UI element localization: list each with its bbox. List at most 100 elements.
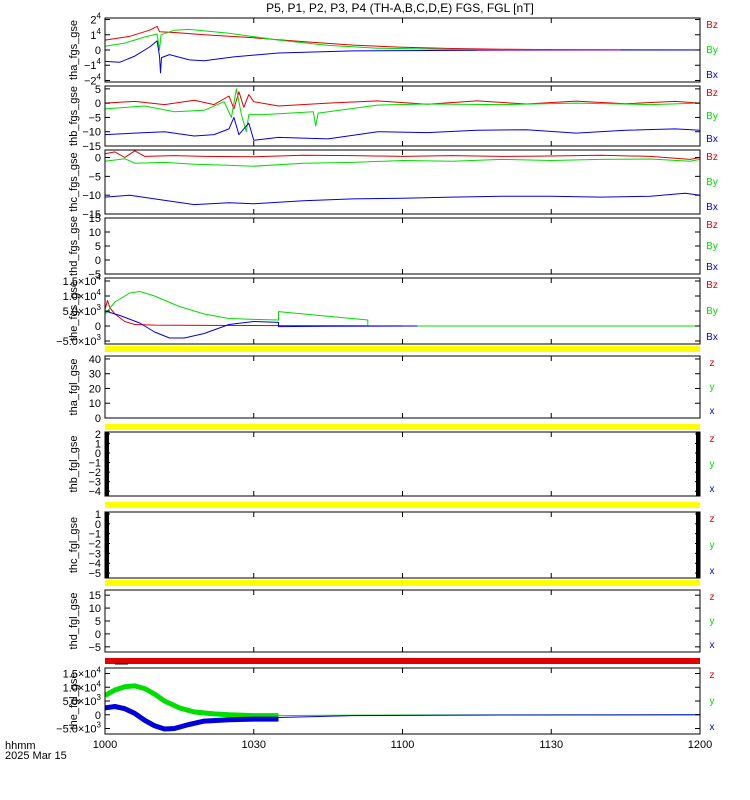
y-tick-label: 0: [95, 255, 101, 267]
y-tick-exponent: 4: [97, 288, 102, 297]
legend-Bx: Bx: [706, 262, 718, 273]
y-tick-label: 40: [89, 354, 101, 366]
panel-series: [105, 683, 700, 732]
y-tick-exponent: 3: [97, 333, 102, 342]
y-tick-label: −5: [88, 568, 101, 580]
panel-series: [105, 150, 700, 206]
x-tick-label: 1200: [688, 739, 712, 751]
legend-x: x: [710, 566, 715, 577]
status-bar: [105, 658, 700, 664]
series-line-Bx: [105, 192, 700, 206]
y-tick-label: 1: [95, 509, 101, 521]
series-line-Bz: [105, 150, 700, 160]
y-tick-exponent: 4: [97, 72, 102, 81]
y-tick-label: −2: [88, 467, 101, 479]
panel-thd_fgs_gse: 15 10 5 0 −5 thd_fgs_gse Bz By Bx: [68, 213, 718, 281]
panel-tha_fgl_gse: 40 30 20 10 0 tha_fgl_gse z y x: [68, 354, 715, 425]
legend-x: x: [710, 722, 715, 733]
y-tick-label: −14: [84, 57, 102, 72]
y-tick-label: −4: [88, 558, 101, 570]
x-tick-label: 1100: [391, 739, 415, 751]
y-tick-label: 0: [95, 413, 101, 425]
y-tick-label: 1.5×104: [63, 666, 102, 681]
panel-thc_fgl_gse: 10−1−2−3−4−5 thc_fgl_gse z y x: [68, 509, 715, 580]
legend-By: By: [706, 241, 718, 252]
series-line-y: [105, 683, 279, 719]
panel-series: [105, 88, 700, 141]
panel-thb_fgl_gse: 210−1−2−3−4 thb_fgl_gse z y x: [68, 429, 715, 498]
edge-block: [696, 512, 700, 578]
series-line-x: [105, 704, 279, 732]
y-tick-label: 0: [95, 45, 101, 57]
legend-Bz: Bz: [706, 220, 718, 231]
panel-frame: [104, 355, 701, 419]
legend-z: z: [710, 434, 715, 445]
legend-Bz: Bz: [706, 20, 718, 31]
y-tick-label: 20: [89, 383, 101, 395]
y-axis-label: thb_fgs_gse: [68, 86, 80, 146]
legend-Bx: Bx: [706, 202, 718, 213]
y-tick-label: −5: [88, 642, 101, 654]
legend-x: x: [710, 640, 715, 651]
status-bar: [105, 424, 700, 430]
y-tick-label: 15: [89, 213, 101, 225]
edge-block: [696, 432, 700, 496]
legend-y: y: [710, 616, 715, 627]
series-line-By: [105, 28, 700, 51]
y-axis-label: tha_fgl_gse: [68, 359, 80, 416]
edge-block: [105, 512, 109, 578]
legend-Bz: Bz: [706, 280, 718, 291]
y-tick-exponent: 3: [97, 303, 102, 312]
y-tick-exponent: 4: [97, 12, 102, 21]
y-tick-label: 2: [95, 429, 101, 441]
panel-frame: [104, 85, 701, 147]
legend-By: By: [706, 177, 718, 188]
footer-date: 2025 Mar 15: [5, 750, 67, 762]
y-tick-label: −1: [88, 458, 101, 470]
footer-label: hhmm: [5, 740, 36, 752]
y-tick-label: −3: [88, 548, 101, 560]
y-tick-exponent: 3: [97, 721, 102, 730]
y-tick-label: 5: [95, 84, 101, 96]
y-axis-label: the_fgl_gse: [68, 673, 80, 730]
legend-Bx: Bx: [706, 70, 718, 81]
y-tick-label: 0: [95, 448, 101, 460]
panel-frame: [104, 217, 701, 275]
panel-series: [105, 25, 700, 74]
panel-frame: [104, 431, 701, 497]
y-tick-label: 5: [95, 616, 101, 628]
legend-By: By: [706, 45, 718, 56]
y-tick-label: 5: [95, 241, 101, 253]
y-tick-exponent: 3: [97, 693, 102, 702]
legend-z: z: [710, 592, 715, 603]
y-tick-label: 30: [89, 369, 101, 381]
series-line-Bx: [105, 310, 418, 339]
y-axis-label: thc_fgl_gse: [68, 517, 80, 573]
y-axis-label: thd_fgs_gse: [68, 216, 80, 276]
y-tick-label: −10: [82, 127, 101, 139]
series-line-x: [278, 714, 700, 718]
y-tick-label: 0: [95, 710, 101, 722]
x-tick-label: 1030: [242, 739, 266, 751]
edge-block: [105, 432, 109, 496]
legend-By: By: [706, 306, 718, 317]
legend-y: y: [710, 382, 715, 393]
y-tick-label: 14: [90, 27, 101, 42]
y-tick-label: 10: [89, 227, 101, 239]
y-tick-label: −5.0×103: [56, 721, 101, 736]
legend-Bx: Bx: [706, 332, 718, 343]
series-line-Bx: [105, 116, 700, 141]
y-tick-label: −1: [88, 529, 101, 541]
status-bar: [105, 346, 700, 352]
y-tick-label: 10: [89, 398, 101, 410]
status-bar: [105, 502, 700, 508]
y-tick-label: 1.0×104: [63, 679, 102, 694]
series-line-By: [105, 88, 700, 133]
y-tick-label: −15: [82, 209, 101, 221]
